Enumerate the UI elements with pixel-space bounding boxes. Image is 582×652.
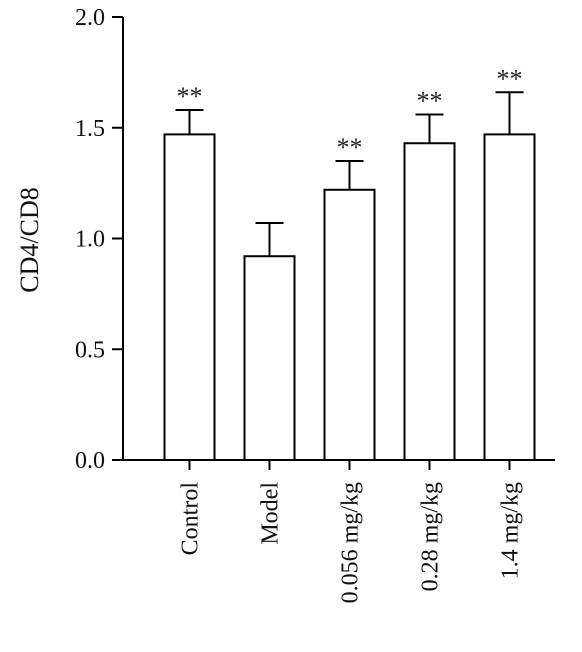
x-tick-label: 0.28 mg/kg — [418, 482, 444, 591]
y-tick-label: 1.0 — [75, 227, 105, 253]
significance-marker: ** — [177, 82, 203, 111]
y-axis-label: CD4/CD8 — [15, 187, 44, 292]
x-tick-label: 1.4 mg/kg — [498, 482, 524, 579]
bar — [323, 188, 376, 462]
bar — [163, 133, 216, 462]
y-tick-label: 0.5 — [75, 337, 105, 363]
significance-marker: ** — [497, 64, 523, 93]
bar — [483, 133, 536, 462]
x-tick-label: Control — [178, 482, 204, 556]
x-tick-label: Model — [258, 482, 284, 545]
y-tick-label: 0.0 — [75, 448, 105, 474]
bar — [243, 255, 296, 461]
y-tick-label: 1.5 — [75, 116, 105, 142]
significance-marker: ** — [337, 133, 363, 162]
bar — [403, 142, 456, 461]
y-tick-label: 2.0 — [75, 5, 105, 31]
x-tick-label: 0.056 mg/kg — [338, 482, 364, 603]
significance-marker: ** — [417, 86, 443, 115]
